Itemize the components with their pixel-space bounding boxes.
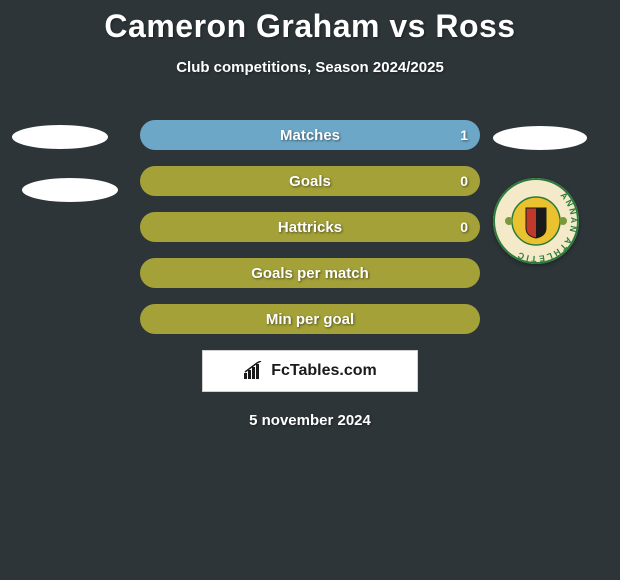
stat-label: Min per goal — [140, 304, 480, 334]
bar-chart-icon — [243, 361, 265, 381]
club-badge-annan: ANNAN ATHLETIC — [493, 178, 579, 264]
stat-value-right: 1 — [460, 120, 468, 150]
stat-row: Min per goal — [140, 304, 480, 334]
comparison-chart: Matches1Goals0Hattricks0Goals per matchM… — [140, 120, 480, 334]
stat-label: Goals — [140, 166, 480, 196]
brand-text: FcTables.com — [271, 362, 377, 380]
stat-row: Matches1 — [140, 120, 480, 150]
player-badge-placeholder — [22, 178, 118, 202]
stat-row: Hattricks0 — [140, 212, 480, 242]
date-label: 5 november 2024 — [0, 412, 620, 429]
stat-value-right: 0 — [460, 166, 468, 196]
player-badge-placeholder — [12, 125, 108, 149]
stat-row: Goals0 — [140, 166, 480, 196]
page-title: Cameron Graham vs Ross — [0, 0, 620, 45]
annan-athletic-crest-icon: ANNAN ATHLETIC — [493, 178, 579, 264]
stat-label: Matches — [140, 120, 480, 150]
stat-row: Goals per match — [140, 258, 480, 288]
stat-label: Hattricks — [140, 212, 480, 242]
stat-value-right: 0 — [460, 212, 468, 242]
brand-attribution: FcTables.com — [202, 350, 418, 392]
stat-label: Goals per match — [140, 258, 480, 288]
subtitle: Club competitions, Season 2024/2025 — [0, 59, 620, 76]
player-badge-placeholder — [493, 126, 587, 150]
